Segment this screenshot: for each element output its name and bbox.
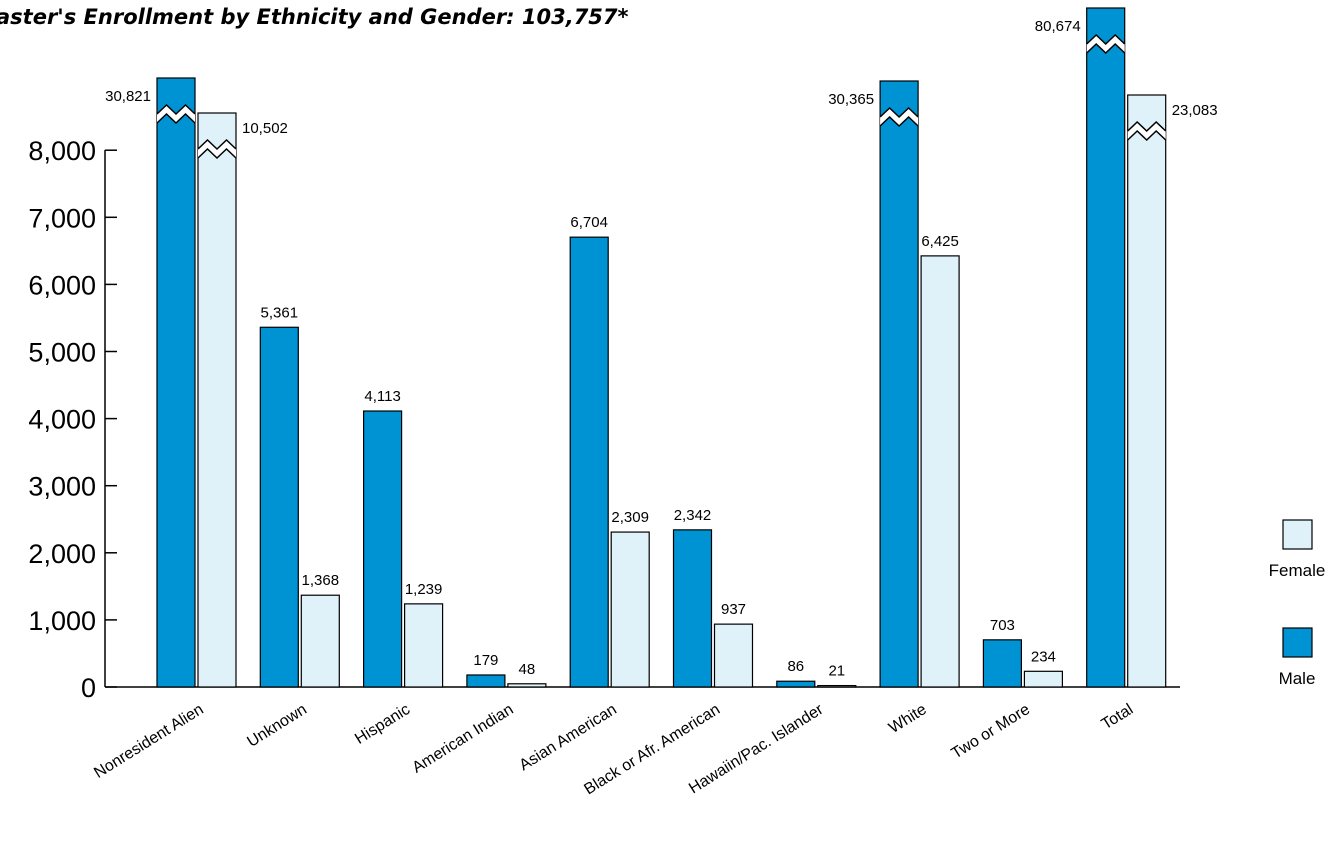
bar-female — [1127, 94, 1167, 688]
y-tick-label: 1,000 — [28, 606, 96, 636]
axis-break-line — [156, 103, 196, 116]
axis-break-line — [197, 138, 237, 151]
value-label-female: 48 — [519, 661, 536, 678]
value-label-male: 30,365 — [828, 91, 874, 108]
y-tick-label: 7,000 — [28, 203, 96, 233]
axis-break-line — [1086, 33, 1126, 46]
value-label-female: 1,239 — [405, 581, 443, 598]
bar-male — [156, 77, 196, 688]
bar-female — [300, 594, 340, 688]
y-tick-label: 3,000 — [28, 472, 96, 502]
bar-female — [817, 684, 857, 688]
bar-male — [466, 674, 506, 688]
x-tick-label: Nonresident Alien — [91, 701, 206, 782]
value-label-male: 6,704 — [570, 214, 608, 231]
chart-title: aster's Enrollment by Ethnicity and Gend… — [0, 5, 629, 29]
axis-break-line — [1127, 120, 1167, 133]
y-tick-label: 6,000 — [28, 270, 96, 300]
value-label-female: 10,502 — [242, 120, 288, 137]
x-tick-label: Hispanic — [352, 701, 413, 748]
axis-break-line — [879, 115, 919, 128]
value-label-female: 937 — [721, 601, 746, 618]
bar-male — [879, 80, 919, 688]
legend-label: Female — [1269, 561, 1326, 580]
legend: Female Male — [1269, 519, 1326, 688]
y-tick-label: 4,000 — [28, 405, 96, 435]
y-tick-label: 0 — [81, 673, 96, 703]
value-label-male: 2,342 — [674, 507, 712, 524]
bar-female — [197, 112, 237, 688]
x-tick-label: White — [886, 701, 930, 737]
bar-female — [713, 623, 754, 688]
y-tick-label: 8,000 — [28, 136, 96, 166]
value-label-male: 30,821 — [105, 88, 151, 105]
legend-swatch — [1282, 519, 1313, 550]
bar-male — [672, 529, 713, 688]
legend-label: Male — [1279, 669, 1316, 688]
axis-break-line — [879, 106, 919, 119]
bars: 30,821 10,502 5,361 1,368 4,113 1,239 179 48 6,7… — [105, 7, 1218, 688]
bar-female — [404, 603, 444, 688]
value-label-female: 6,425 — [921, 233, 959, 250]
bar-female — [507, 683, 547, 688]
value-label-male: 4,113 — [364, 388, 400, 405]
value-label-female: 23,083 — [1172, 102, 1218, 119]
axis-break-line — [1127, 129, 1167, 142]
axis-break-line — [197, 147, 237, 160]
value-label-female: 1,368 — [302, 572, 340, 589]
axis-break-line — [1086, 42, 1126, 55]
value-label-male: 179 — [473, 652, 498, 669]
value-label-male: 80,674 — [1035, 18, 1081, 35]
bar-male — [776, 680, 816, 688]
bar-female — [1023, 670, 1064, 688]
y-tick-label: 2,000 — [28, 539, 96, 569]
x-tick-label: Asian American — [517, 701, 620, 774]
value-label-male: 5,361 — [261, 304, 299, 321]
bar-male — [259, 326, 299, 688]
bar-female — [610, 531, 650, 688]
y-tick-label: 5,000 — [28, 338, 96, 368]
x-tick-label: Unknown — [244, 701, 310, 751]
axis-break-line — [156, 112, 196, 125]
value-label-female: 234 — [1031, 648, 1056, 665]
bar-female — [920, 255, 960, 688]
x-tick-label: Two or More — [949, 701, 1033, 763]
bar-male — [1086, 7, 1126, 688]
x-tick-label: American Indian — [409, 701, 516, 777]
legend-swatch — [1282, 627, 1313, 658]
value-label-female: 21 — [828, 663, 845, 680]
value-label-male: 703 — [990, 617, 1015, 634]
x-tick-label: Total — [1099, 701, 1137, 733]
value-label-female: 2,309 — [611, 509, 649, 526]
bar-male — [569, 236, 609, 688]
bar-male — [982, 639, 1023, 688]
value-label-male: 86 — [787, 658, 804, 675]
bar-male — [363, 410, 403, 688]
